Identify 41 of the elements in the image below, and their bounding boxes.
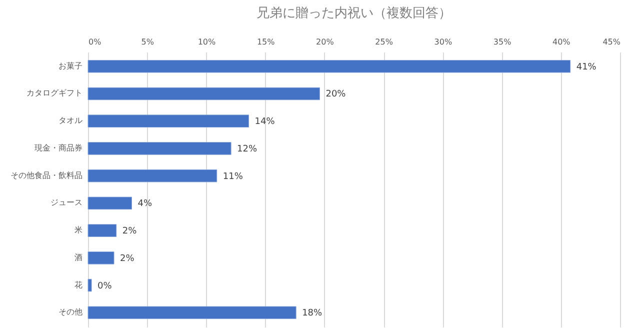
y-tick-label: 米 [74, 226, 82, 235]
data-label: 11% [222, 172, 244, 182]
x-tick-label: 45% [602, 38, 621, 46]
bar [88, 169, 218, 182]
x-tick-label: 20% [316, 38, 334, 46]
data-label: 18% [302, 308, 323, 319]
data-label: 14% [254, 117, 276, 128]
y-tick-label: ジュース [50, 198, 82, 208]
y-tick-label: 現金・商品券 [34, 143, 82, 152]
chart-title: 兄弟に贈った内祝い（複数回答） [256, 6, 452, 21]
data-label: 12% [237, 144, 258, 154]
y-tick-label: その他食品・飲料品 [10, 170, 82, 180]
y-tick-label: 花 [74, 280, 82, 290]
bar [88, 87, 320, 100]
x-tick-label: 5% [141, 38, 154, 46]
bar [88, 252, 114, 264]
data-label: 0% [98, 281, 112, 292]
data-label: 41% [576, 62, 597, 72]
bar [88, 114, 250, 128]
x-tick-label: 40% [552, 38, 571, 46]
x-tick-label: 30% [434, 38, 452, 46]
bar [88, 142, 232, 155]
y-tick-label: 酒 [74, 252, 82, 262]
bar [88, 306, 296, 320]
x-tick-label: 35% [493, 38, 512, 46]
bar [88, 60, 571, 73]
y-tick-label: カタログギフト [26, 88, 82, 98]
x-tick-label: 15% [256, 38, 276, 46]
bar [88, 196, 132, 210]
x-tick-label: 10% [198, 38, 216, 46]
y-tick-label: タオル [58, 116, 82, 126]
data-label: 20% [326, 90, 346, 100]
y-tick-label: その他 [58, 308, 82, 317]
bar [88, 224, 117, 237]
y-tick-label: お菓子 [58, 61, 82, 70]
x-tick-label: 25% [375, 38, 394, 46]
bar [88, 278, 92, 292]
data-label: 2% [120, 254, 135, 264]
x-tick-label: 0% [88, 38, 102, 46]
data-label: 4% [138, 199, 152, 210]
data-label: 2% [122, 226, 138, 237]
